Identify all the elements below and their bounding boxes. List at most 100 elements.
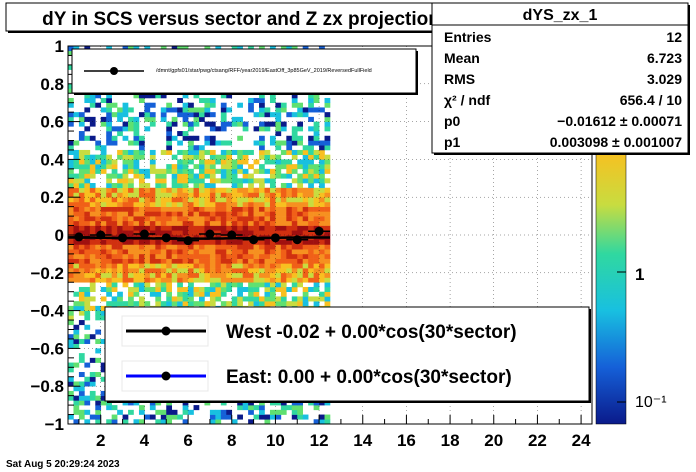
heatmap-cell: [111, 263, 118, 269]
heatmap-cell: [100, 315, 107, 321]
heatmap-cell: [111, 140, 118, 146]
heatmap-cell: [188, 286, 194, 292]
data-point: [96, 230, 106, 240]
heatmap-cell: [171, 183, 178, 189]
heatmap-cell: [297, 135, 304, 141]
heatmap-cell: [182, 107, 189, 113]
heatmap-cell: [308, 154, 314, 160]
heatmap-cell: [302, 239, 309, 245]
heatmap-cell: [73, 268, 80, 274]
heatmap-cell: [100, 201, 107, 207]
heatmap-cell: [302, 263, 309, 269]
heatmap-cell: [275, 296, 282, 302]
heatmap-cell: [226, 211, 233, 217]
heatmap-cell: [248, 291, 254, 297]
heatmap-cell: [324, 126, 331, 132]
stats-name: dYS_zx_1: [523, 7, 598, 24]
heatmap-cell: [319, 414, 325, 420]
heatmap-cell: [215, 291, 222, 297]
heatmap-cell: [89, 206, 96, 212]
heatmap-cell: [177, 97, 183, 103]
heatmap-cell: [253, 301, 260, 307]
heatmap-cell: [188, 135, 194, 141]
heatmap-cell: [138, 239, 145, 245]
heatmap-cell: [73, 409, 80, 415]
heatmap-cell: [138, 93, 145, 99]
heatmap-cell: [160, 414, 167, 420]
heatmap-cell: [177, 301, 183, 307]
heatmap-cell: [204, 121, 211, 127]
heatmap-cell: [100, 216, 107, 222]
heatmap-cell: [95, 154, 102, 160]
heatmap-cell: [237, 301, 243, 307]
heatmap-cell: [209, 258, 216, 264]
heatmap-cell: [193, 121, 200, 127]
heatmap-cell: [177, 220, 183, 226]
heatmap-cell: [280, 249, 287, 255]
legend-marker-west: [161, 326, 171, 336]
heatmap-cell: [68, 338, 74, 344]
heatmap-cell: [68, 305, 74, 311]
heatmap-cell: [78, 249, 85, 255]
heatmap-cell: [231, 272, 238, 278]
heatmap-cell: [199, 112, 205, 118]
heatmap-cell: [209, 253, 216, 259]
heatmap-cell: [231, 239, 238, 245]
heatmap-cell: [106, 301, 112, 307]
heatmap-cell: [188, 159, 194, 165]
heatmap-cell: [95, 220, 102, 226]
heatmap-cell: [286, 211, 293, 217]
heatmap-cell: [100, 400, 107, 406]
heatmap-cell: [275, 301, 282, 307]
heatmap-cell: [264, 263, 271, 269]
heatmap-cell: [95, 93, 102, 99]
heatmap-cell: [133, 131, 140, 137]
heatmap-cell: [128, 164, 134, 170]
heatmap-cell: [100, 197, 107, 203]
heatmap-cell: [122, 107, 129, 113]
heatmap-cell: [106, 178, 112, 184]
heatmap-cell: [209, 97, 216, 103]
heatmap-cell: [117, 268, 123, 274]
heatmap-cell: [199, 211, 205, 217]
heatmap-cell: [313, 97, 320, 103]
heatmap-cell: [73, 277, 80, 283]
heatmap-cell: [78, 112, 85, 118]
heatmap-cell: [204, 272, 211, 278]
heatmap-cell: [193, 93, 200, 99]
heatmap-cell: [78, 159, 85, 165]
heatmap-cell: [111, 126, 118, 132]
heatmap-cell: [297, 187, 304, 193]
heatmap-cell: [313, 135, 320, 141]
heatmap-cell: [78, 414, 85, 420]
heatmap-cell: [171, 253, 178, 259]
heatmap-cell: [68, 362, 74, 368]
heatmap-cell: [291, 263, 298, 269]
heatmap-cell: [117, 131, 123, 137]
heatmap-cell: [302, 414, 309, 420]
heatmap-cell: [302, 286, 309, 292]
heatmap-cell: [297, 405, 304, 411]
heatmap-cell: [122, 192, 129, 198]
heatmap-cell: [231, 277, 238, 283]
heatmap-cell: [275, 225, 282, 231]
heatmap-cell: [68, 211, 74, 217]
heatmap-cell: [242, 197, 249, 203]
heatmap-cell: [95, 216, 102, 222]
heatmap-cell: [68, 334, 74, 340]
heatmap-cell: [297, 192, 304, 198]
heatmap-cell: [100, 390, 107, 396]
heatmap-cell: [177, 140, 183, 146]
heatmap-cell: [155, 277, 162, 283]
heatmap-cell: [209, 286, 216, 292]
heatmap-cell: [215, 140, 222, 146]
heatmap-cell: [286, 239, 293, 245]
heatmap-cell: [68, 168, 74, 174]
heatmap-cell: [117, 220, 123, 226]
heatmap-cell: [237, 197, 243, 203]
heatmap-cell: [220, 112, 227, 118]
heatmap-cell: [89, 272, 96, 278]
heatmap-cell: [269, 258, 276, 264]
heatmap-cell: [100, 296, 107, 302]
heatmap-cell: [84, 395, 91, 401]
